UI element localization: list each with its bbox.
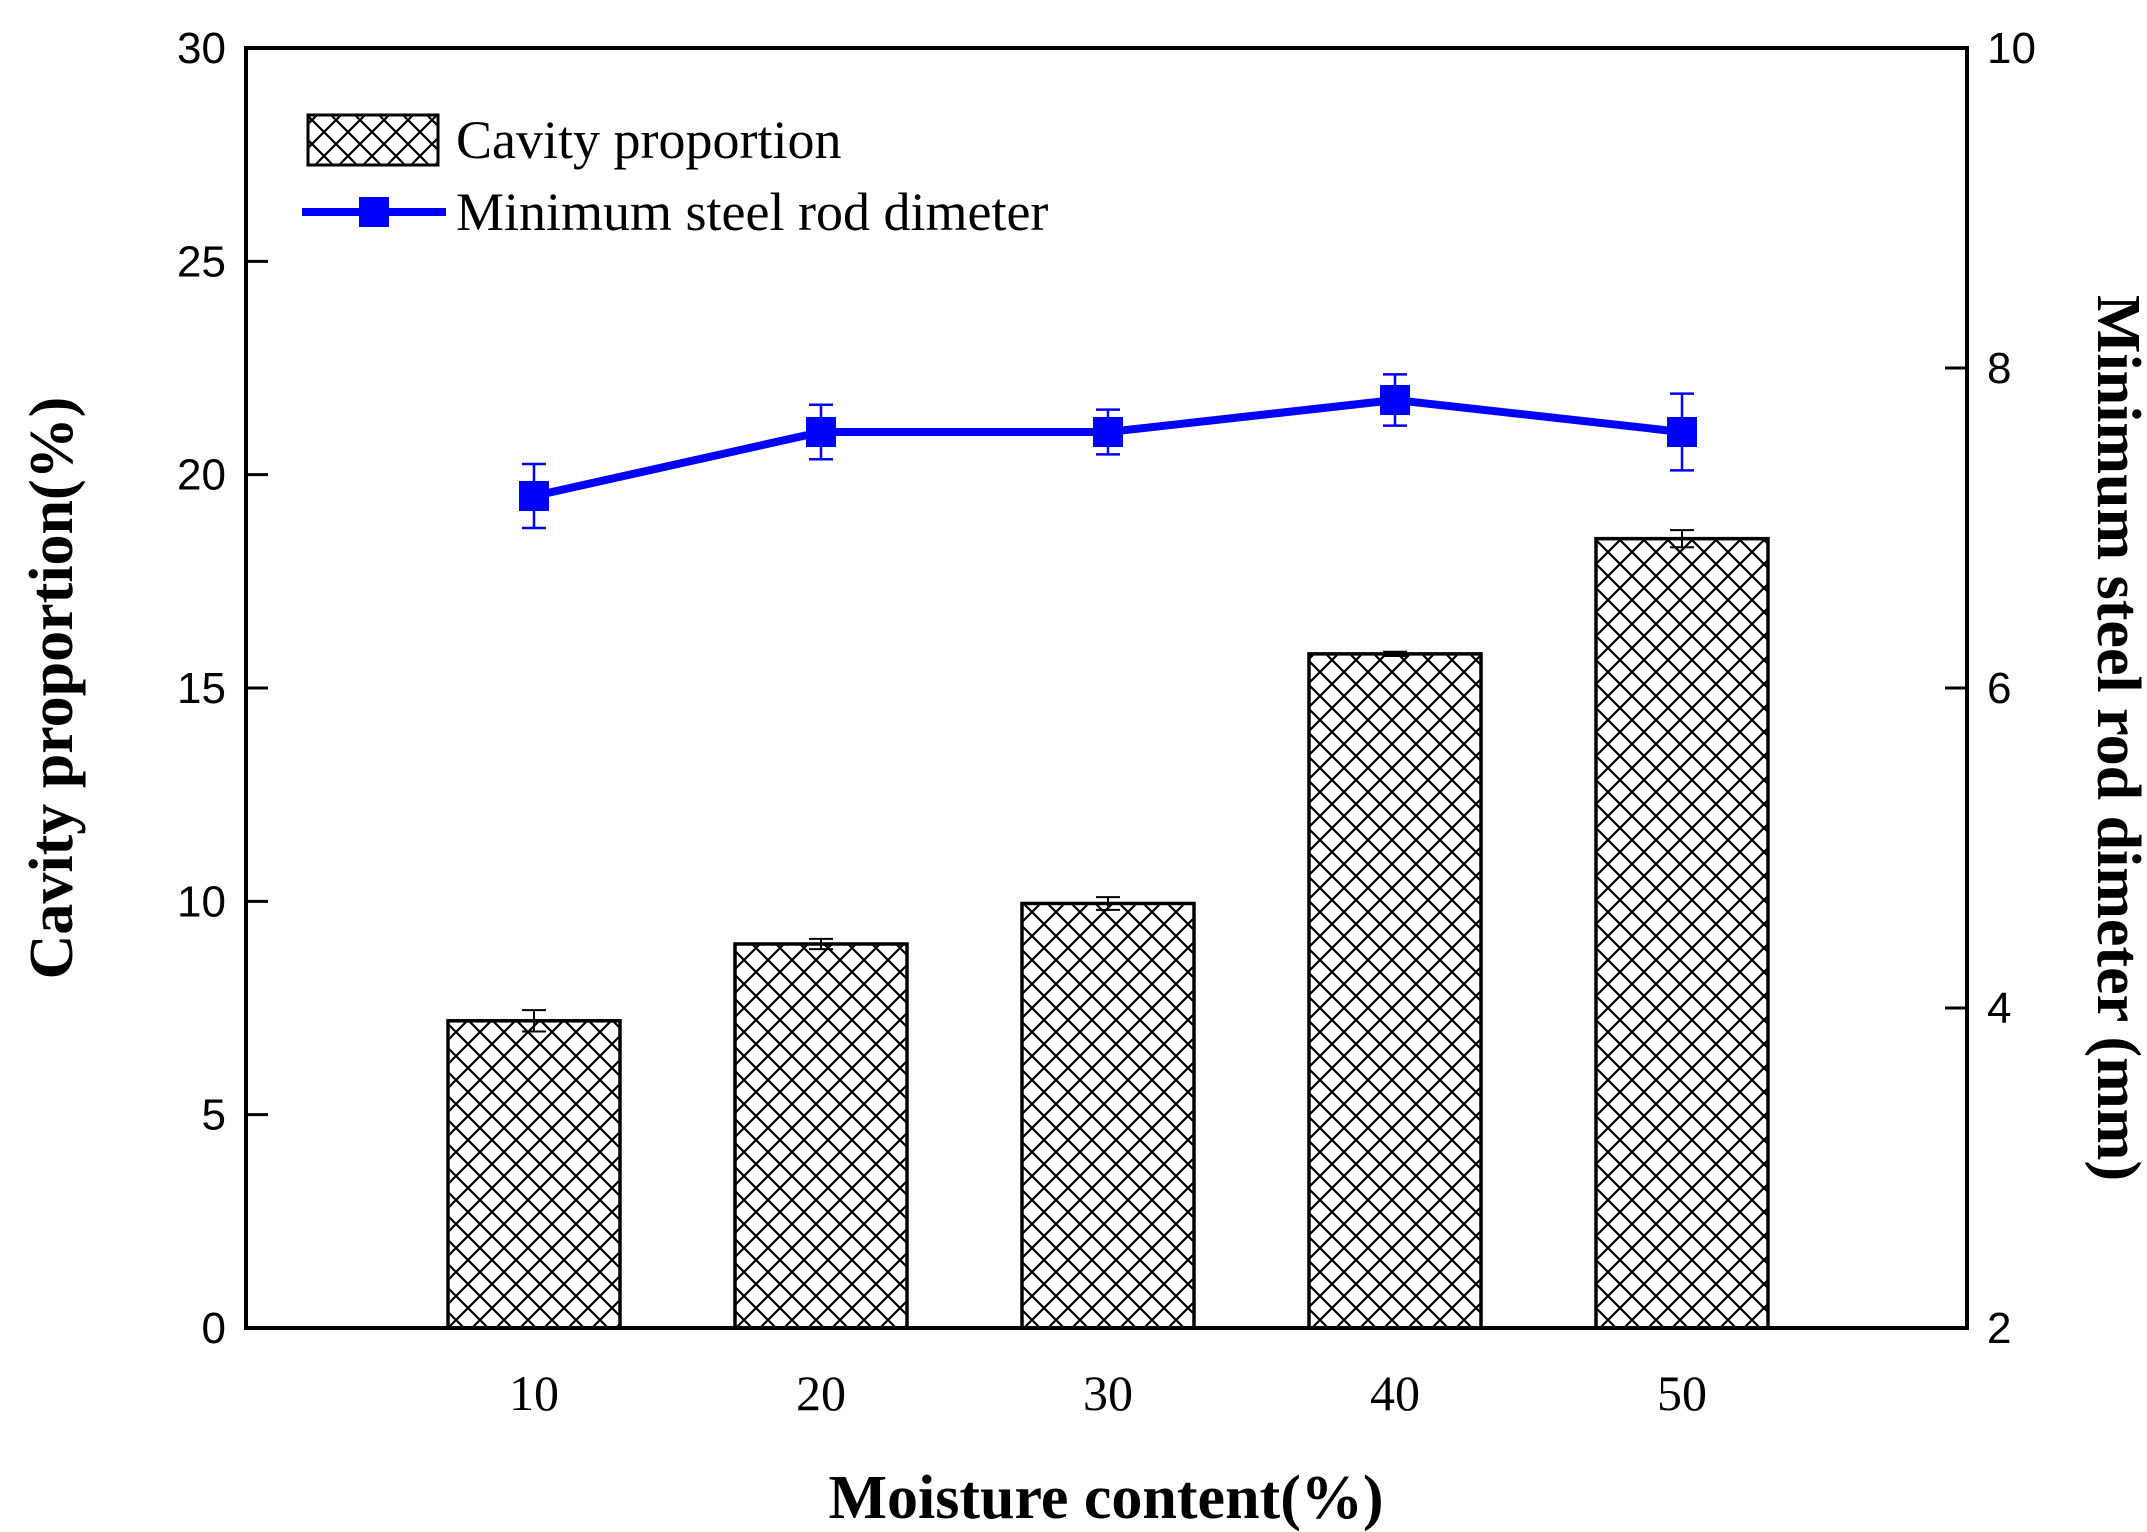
- y2-tick-label-8: 8: [1987, 344, 2011, 393]
- y-tick-label-20: 20: [177, 451, 226, 500]
- y2-tick-label-6: 6: [1987, 664, 2011, 713]
- bar-40: [1307, 652, 1483, 1330]
- y-tick-label-25: 25: [177, 237, 226, 286]
- line-point-50: [1667, 417, 1697, 447]
- bar-30: [1020, 901, 1196, 1330]
- legend-label-cavity-proportion: Cavity proportion: [456, 110, 841, 170]
- bar-50: [1594, 536, 1770, 1330]
- legend-swatch-bar: [306, 113, 440, 167]
- y2-tick-label-4: 4: [1987, 984, 2011, 1033]
- bar-10: [446, 1019, 622, 1330]
- y-tick-label-15: 15: [177, 664, 226, 713]
- y-tick-label-10: 10: [177, 877, 226, 926]
- y-tick-label-30: 30: [177, 24, 226, 73]
- x-tick-label-20: 20: [796, 1365, 846, 1421]
- y-tick-label-5: 5: [202, 1091, 226, 1140]
- line-point-10: [519, 481, 549, 511]
- x-tick-label-10: 10: [509, 1365, 559, 1421]
- bars-layer: [446, 529, 1770, 1330]
- y2-tick-label-2: 2: [1987, 1304, 2011, 1353]
- x-tick-label-50: 50: [1657, 1365, 1707, 1421]
- x-tick-label-30: 30: [1083, 1365, 1133, 1421]
- axes-layer: 0 5 10 15 20 25 30 2 4 6 8 10 10 20 30 40 50: [177, 24, 2036, 1421]
- y2-tick-label-10: 10: [1987, 24, 2036, 73]
- line-layer: [519, 373, 1697, 530]
- y-axis-title: Cavity proportion(%): [18, 397, 86, 980]
- legend-swatch-marker: [359, 197, 389, 227]
- x-axis-title: Moisture content(%): [828, 1464, 1383, 1532]
- y2-axis-title: Minimum steel rod dimeter (mm): [2084, 295, 2147, 1181]
- line-point-40: [1380, 385, 1410, 415]
- bar-20: [733, 942, 909, 1330]
- x-tick-label-40: 40: [1370, 1365, 1420, 1421]
- line-point-20: [806, 417, 836, 447]
- line-point-30: [1093, 417, 1123, 447]
- legend: Cavity proportion Minimum steel rod dime…: [302, 110, 1048, 242]
- y-tick-label-0: 0: [202, 1304, 226, 1353]
- legend-label-min-steel-rod: Minimum steel rod dimeter: [456, 182, 1048, 242]
